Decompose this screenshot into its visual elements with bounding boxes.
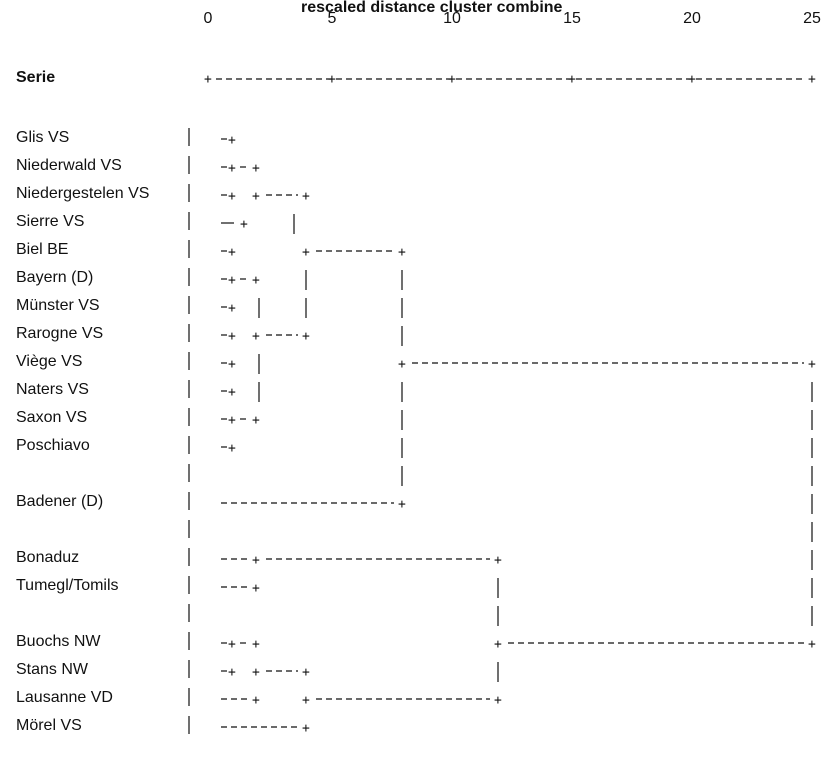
row-label-niederwald: Niederwald VS: [16, 157, 122, 174]
svg-text:+: +: [494, 553, 502, 568]
cluster-lower: + + + + + + + + + + + + + +: [221, 550, 816, 736]
svg-text:+: +: [228, 329, 236, 344]
svg-text:+: +: [494, 693, 502, 708]
svg-text:+: +: [228, 665, 236, 680]
tick-25: 25: [803, 10, 821, 27]
svg-text:+: +: [228, 441, 236, 456]
svg-text:+: +: [252, 161, 260, 176]
svg-text:+: +: [228, 189, 236, 204]
svg-text:+: +: [398, 357, 406, 372]
svg-text:+: +: [228, 413, 236, 428]
svg-text:+: +: [398, 245, 406, 260]
svg-text:+: +: [228, 161, 236, 176]
row-label-glis: Glis VS: [16, 129, 70, 146]
scale-axis: + + + + + +: [204, 72, 816, 87]
row-label-niedergestelen: Niedergestelen VS: [16, 185, 150, 202]
svg-text:+: +: [252, 581, 260, 596]
svg-text:+: +: [252, 329, 260, 344]
svg-text:+: +: [302, 329, 310, 344]
svg-text:+: +: [302, 189, 310, 204]
svg-text:+: +: [252, 693, 260, 708]
row-label-stans: Stans NW: [16, 661, 89, 678]
svg-text:+: +: [252, 665, 260, 680]
svg-text:+: +: [252, 413, 260, 428]
row-label-naters: Naters VS: [16, 381, 89, 398]
svg-text:+: +: [228, 637, 236, 652]
row-label-tumegl: Tumegl/Tomils: [16, 577, 119, 594]
cluster-badener: +: [221, 494, 813, 542]
svg-text:+: +: [252, 637, 260, 652]
tick-10: 10: [443, 10, 461, 27]
svg-text:+: +: [568, 72, 576, 87]
row-label-sierre: Sierre VS: [16, 213, 85, 230]
svg-text:+: +: [228, 301, 236, 316]
svg-text:+: +: [328, 72, 336, 87]
row-label-badener: Badener (D): [16, 493, 104, 510]
svg-text:+: +: [252, 273, 260, 288]
svg-text:+: +: [302, 665, 310, 680]
cluster-upper: + + + + + + + + + + + + + + + +: [221, 133, 816, 486]
svg-text:+: +: [252, 553, 260, 568]
tick-15: 15: [563, 10, 581, 27]
svg-text:+: +: [228, 133, 236, 148]
svg-text:+: +: [448, 72, 456, 87]
svg-text:+: +: [228, 273, 236, 288]
row-label-rarogne: Rarogne VS: [16, 325, 104, 342]
tick-5: 5: [327, 10, 337, 27]
row-label-bayern: Bayern (D): [16, 269, 94, 286]
row-label-lausanne: Lausanne VD: [16, 689, 113, 706]
row-label-buochs: Buochs NW: [16, 633, 101, 650]
svg-text:+: +: [494, 637, 502, 652]
svg-text:+: +: [252, 189, 260, 204]
svg-text:+: +: [228, 385, 236, 400]
row-label-viege: Viège VS: [16, 353, 83, 370]
svg-text:+: +: [808, 357, 816, 372]
tick-20: 20: [683, 10, 701, 27]
row-label-munster: Münster VS: [16, 297, 100, 314]
row-label-morel: Mörel VS: [16, 717, 82, 734]
svg-text:+: +: [302, 721, 310, 736]
svg-text:+: +: [302, 693, 310, 708]
chart-title: rescaled distance cluster combine: [301, 0, 563, 16]
row-label-poschiavo: Poschiavo: [16, 437, 90, 454]
svg-text:+: +: [302, 245, 310, 260]
row-label-bonaduz: Bonaduz: [16, 549, 80, 566]
row-label-saxon: Saxon VS: [16, 409, 88, 426]
row-label-biel: Biel BE: [16, 241, 69, 258]
svg-text:+: +: [228, 245, 236, 260]
svg-text:+: +: [688, 72, 696, 87]
svg-text:+: +: [204, 72, 212, 87]
tick-0: 0: [203, 10, 213, 27]
svg-text:+: +: [808, 637, 816, 652]
svg-text:+: +: [808, 72, 816, 87]
svg-text:+: +: [228, 357, 236, 372]
svg-text:+: +: [398, 497, 406, 512]
svg-text:+: +: [240, 217, 248, 232]
serie-label: Serie: [16, 69, 56, 86]
